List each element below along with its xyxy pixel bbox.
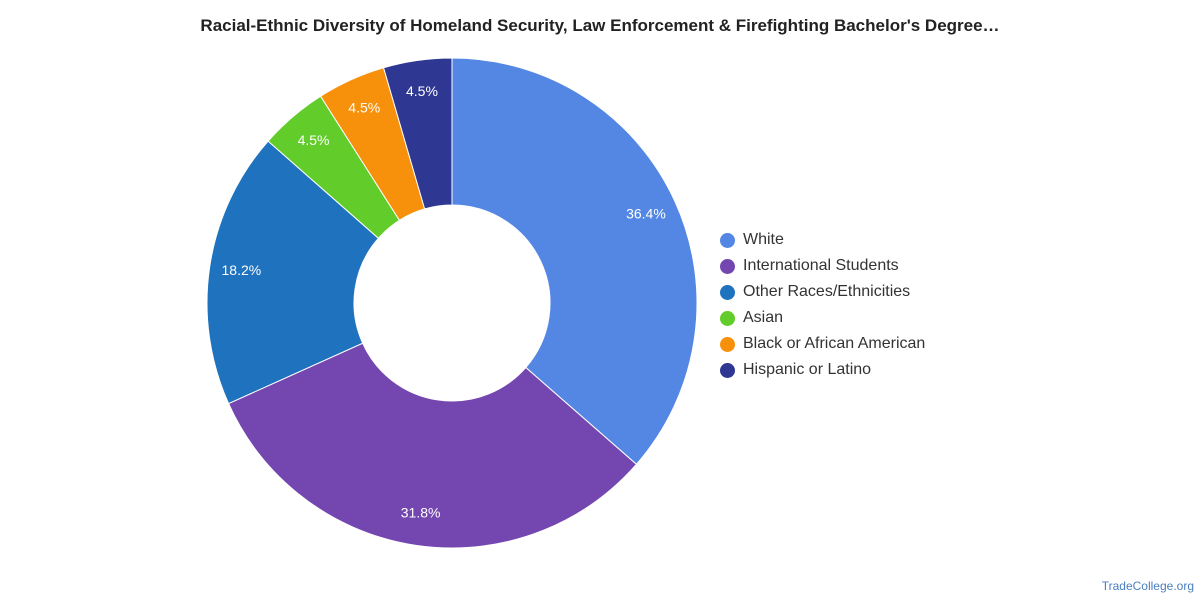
slice-label: 4.5% [406, 83, 438, 99]
legend-swatch [720, 258, 735, 274]
legend-label: White [743, 231, 784, 248]
legend-swatch [720, 310, 735, 326]
legend-item[interactable]: Black or African American [720, 331, 925, 357]
legend-item[interactable]: Other Races/Ethnicities [720, 279, 925, 305]
slice-label: 18.2% [222, 262, 262, 278]
legend-label: International Students [743, 257, 899, 274]
legend-item[interactable]: Hispanic or Latino [720, 357, 925, 383]
legend-item[interactable]: White [720, 227, 925, 253]
legend-swatch [720, 336, 735, 352]
slice-label: 4.5% [348, 100, 380, 116]
legend-item[interactable]: Asian [720, 305, 925, 331]
slice-other-races-ethnicities[interactable] [206, 140, 380, 405]
legend-label: Black or African American [743, 335, 926, 352]
legend-swatch [720, 362, 735, 378]
chart-legend: White International Students Other Races/E… [720, 227, 925, 383]
chart-title: Racial-Ethnic Diversity of Homeland Secu… [200, 16, 1000, 35]
slice-white[interactable] [451, 57, 698, 465]
legend-label: Other Races/Ethnicities [743, 283, 911, 300]
slice-label: 4.5% [298, 132, 330, 148]
legend-label: Asian [743, 309, 784, 326]
slice-hispanic-or-latino[interactable] [382, 57, 453, 210]
source-credit[interactable]: TradeCollege.org [1101, 579, 1194, 593]
slice-label: 31.8% [401, 504, 441, 520]
slice-label: 36.4% [626, 206, 666, 222]
legend-swatch [720, 284, 735, 300]
legend-label: Hispanic or Latino [743, 361, 872, 378]
slice-international-students[interactable] [227, 342, 638, 549]
legend-swatch [720, 232, 735, 248]
legend-item[interactable]: International Students [720, 253, 925, 279]
